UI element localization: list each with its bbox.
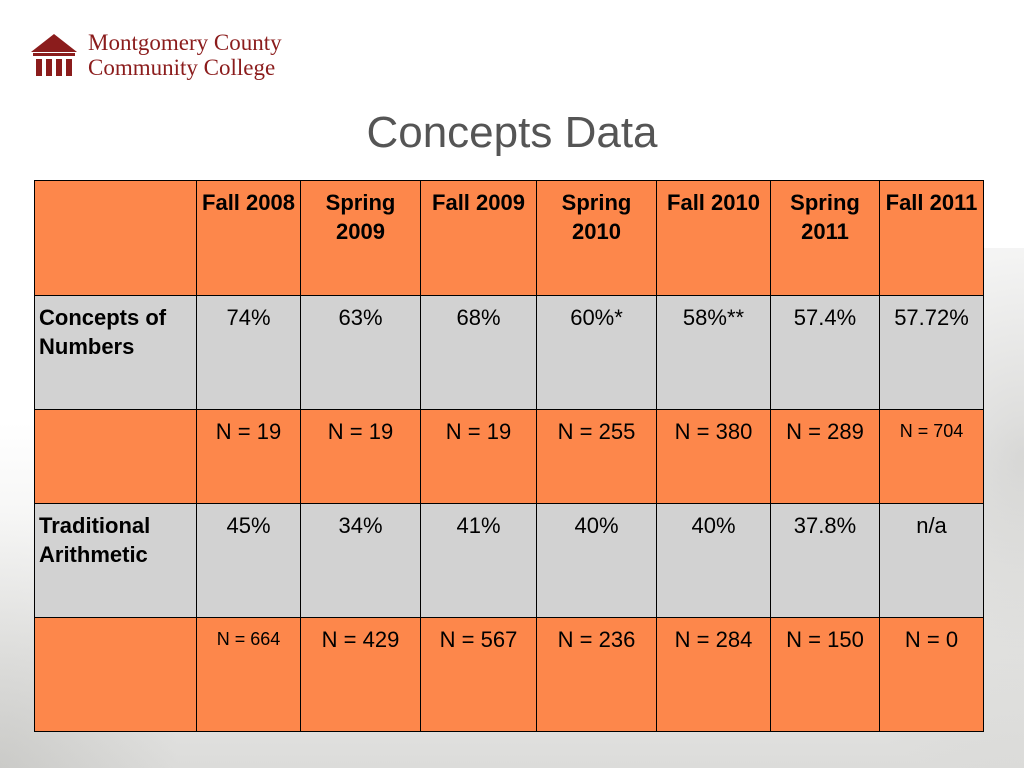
logo-line-1: Montgomery County xyxy=(88,30,282,55)
column-header: Fall 2010 xyxy=(656,180,771,296)
table-cell: N = 567 xyxy=(420,617,537,732)
table-cell: 45% xyxy=(196,503,301,618)
table-cell: N = 429 xyxy=(300,617,421,732)
table-cell: 57.4% xyxy=(770,295,880,410)
table-cell: 40% xyxy=(536,503,657,618)
column-header: Spring 2011 xyxy=(770,180,880,296)
concepts-data-table: Fall 2008 Spring 2009 Fall 2009 Spring 2… xyxy=(34,180,984,732)
table-cell: 40% xyxy=(656,503,771,618)
table-cell: N = 0 xyxy=(879,617,984,732)
table-cell: 68% xyxy=(420,295,537,410)
college-logo: Montgomery County Community College xyxy=(30,30,282,80)
table-cell: n/a xyxy=(879,503,984,618)
header-corner-cell xyxy=(34,180,197,296)
row-label: Traditional Arithmetic xyxy=(34,503,197,618)
table-cell: 37.8% xyxy=(770,503,880,618)
table-cell: N = 704 xyxy=(879,409,984,504)
column-header: Fall 2011 xyxy=(879,180,984,296)
table-cell: N = 289 xyxy=(770,409,880,504)
table-row: N = 19 N = 19 N = 19 N = 255 N = 380 N =… xyxy=(34,409,984,504)
table-cell: N = 255 xyxy=(536,409,657,504)
table-cell: 63% xyxy=(300,295,421,410)
column-header: Fall 2008 xyxy=(196,180,301,296)
table-cell: N = 664 xyxy=(196,617,301,732)
table-cell: N = 19 xyxy=(300,409,421,504)
table-cell: 60%* xyxy=(536,295,657,410)
column-header: Spring 2009 xyxy=(300,180,421,296)
table-cell: 57.72% xyxy=(879,295,984,410)
table-cell: 34% xyxy=(300,503,421,618)
table-row: Traditional Arithmetic 45% 34% 41% 40% 4… xyxy=(34,503,984,618)
table-cell: 74% xyxy=(196,295,301,410)
row-label xyxy=(34,617,197,732)
column-header: Fall 2009 xyxy=(420,180,537,296)
table-cell: 41% xyxy=(420,503,537,618)
college-building-icon xyxy=(31,34,77,76)
table-row: N = 664 N = 429 N = 567 N = 236 N = 284 … xyxy=(34,617,984,732)
row-label: Concepts of Numbers xyxy=(34,295,197,410)
column-header: Spring 2010 xyxy=(536,180,657,296)
table-cell: N = 380 xyxy=(656,409,771,504)
table-row: Concepts of Numbers 74% 63% 68% 60%* 58%… xyxy=(34,295,984,410)
table-cell: 58%** xyxy=(656,295,771,410)
table-cell: N = 19 xyxy=(196,409,301,504)
row-label xyxy=(34,409,197,504)
logo-text: Montgomery County Community College xyxy=(88,30,282,80)
logo-line-2: Community College xyxy=(88,55,276,80)
table-cell: N = 150 xyxy=(770,617,880,732)
table-cell: N = 236 xyxy=(536,617,657,732)
table-cell: N = 19 xyxy=(420,409,537,504)
table-header-row: Fall 2008 Spring 2009 Fall 2009 Spring 2… xyxy=(34,180,984,296)
table-cell: N = 284 xyxy=(656,617,771,732)
page-title: Concepts Data xyxy=(366,108,658,157)
